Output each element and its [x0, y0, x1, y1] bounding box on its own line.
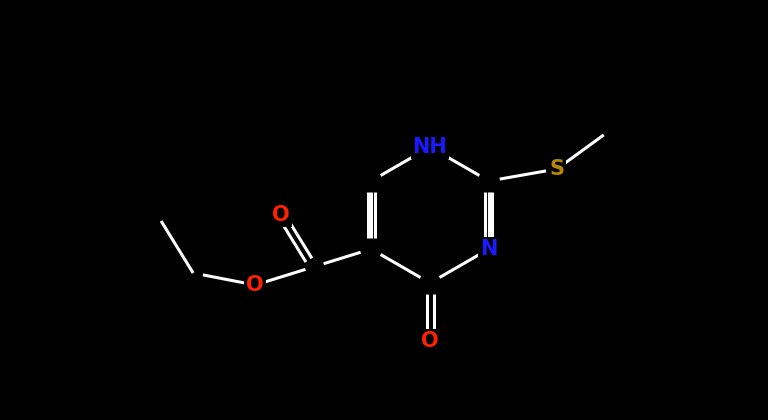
- Text: O: O: [421, 331, 439, 351]
- Text: NH: NH: [412, 137, 448, 157]
- Text: N: N: [480, 239, 498, 259]
- Text: S: S: [549, 159, 564, 179]
- Text: O: O: [273, 205, 290, 225]
- Text: O: O: [247, 275, 264, 295]
